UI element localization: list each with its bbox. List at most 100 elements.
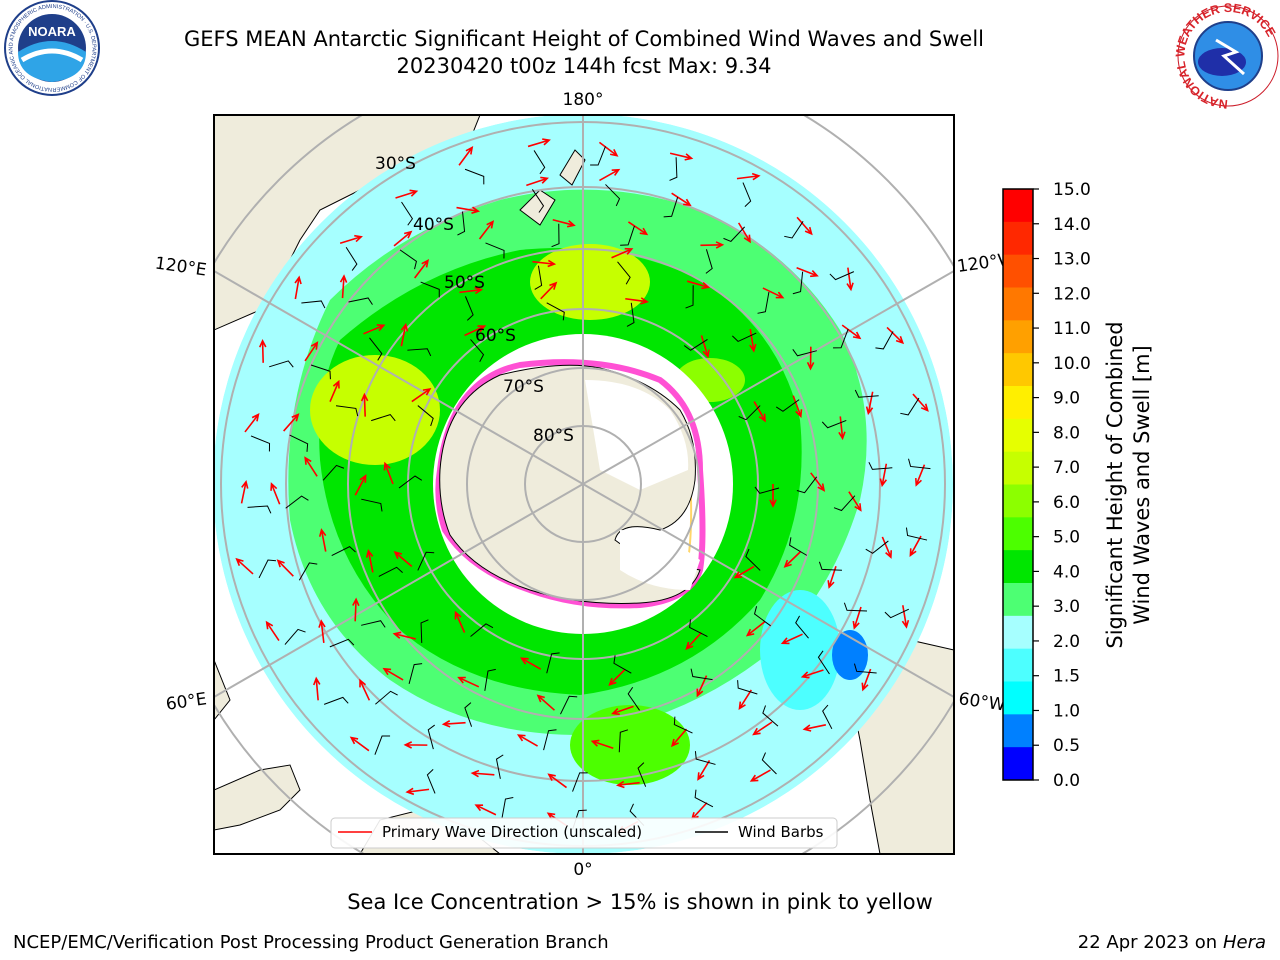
wave-direction-arrow (464, 325, 487, 337)
wind-barb (371, 414, 396, 422)
wave-direction-arrow (400, 322, 409, 347)
wave-direction-arrow (848, 491, 862, 512)
wind-barb (705, 249, 713, 274)
wind-barb (284, 628, 306, 645)
wave-direction-arrow (792, 395, 803, 418)
wave-direction-arrow (456, 206, 481, 214)
wave-direction-arrow (294, 275, 302, 300)
wave-direction-arrow (363, 324, 386, 335)
wave-direction-arrow (780, 633, 803, 645)
wind-barb (900, 397, 920, 416)
wind-barb (534, 265, 543, 290)
wave-direction-arrow (736, 172, 761, 181)
colorbar-swatch (1003, 287, 1033, 321)
wind-barb (375, 690, 398, 705)
wind-barb (247, 505, 272, 514)
footer-date-text: 22 Apr 2023 on (1077, 932, 1223, 953)
wind-barb (361, 498, 383, 512)
wind-barb (605, 184, 621, 207)
colorbar-tick-label: 5.0 (1053, 528, 1080, 548)
wind-barb (427, 724, 436, 750)
wave-direction-arrow (685, 632, 703, 651)
wave-direction-arrow (276, 559, 294, 577)
wind-barb (817, 650, 830, 675)
wind-barb (833, 328, 849, 349)
wind-barb (690, 668, 713, 681)
wind-barb (796, 476, 818, 494)
wave-direction-arrow (304, 341, 319, 362)
wind-barb (854, 389, 879, 398)
legend-wave-label: Primary Wave Direction (unscaled) (382, 823, 642, 841)
colorbar-tick-label: 7.0 (1053, 458, 1080, 478)
wind-barb (694, 751, 716, 765)
wind-barb (626, 302, 635, 327)
wind-barb (742, 182, 752, 207)
wind-barb (470, 339, 485, 362)
wind-barb (761, 752, 777, 775)
wave-direction-arrow (365, 549, 374, 573)
wind-barb (738, 405, 761, 421)
wind-barb (546, 302, 565, 321)
wave-direction-arrow (881, 536, 893, 559)
wave-direction-arrow (909, 535, 922, 557)
wave-direction-arrow (405, 787, 430, 796)
wind-barb (818, 561, 842, 571)
wind-barb (420, 281, 440, 298)
colorbar-tick-label: 13.0 (1053, 250, 1091, 270)
wave-direction-arrow (411, 387, 432, 403)
wave-direction-arrow (762, 287, 785, 299)
colorbar-tick-label: 8.0 (1053, 423, 1080, 443)
colorbar-tick-label: 9.0 (1053, 389, 1080, 409)
wave-direction-arrow (796, 216, 813, 236)
wind-barb (620, 225, 635, 246)
wave-direction-arrow (599, 168, 621, 182)
wave-direction-arrow (395, 189, 419, 199)
wind-barb (821, 419, 847, 429)
wind-barb (464, 702, 473, 727)
colorbar-tick-label: 1.0 (1053, 701, 1080, 721)
colorbar-swatch (1003, 451, 1033, 485)
chart-subtitle: 20230420 t00z 144h fcst Max: 9.34 (396, 54, 772, 78)
wave-direction-vectors (235, 138, 931, 833)
colorbar-swatch (1003, 418, 1033, 453)
wave-direction-arrow (532, 259, 557, 268)
wave-direction-arrow (392, 631, 416, 640)
wind-barb (369, 337, 383, 361)
wave-direction-arrow (520, 657, 542, 670)
map-legend: Primary Wave Direction (unscaled) Wind B… (330, 817, 838, 849)
wave-direction-arrow (403, 741, 428, 749)
wave-direction-arrow (611, 705, 634, 716)
wave-direction-arrow (686, 280, 711, 290)
lat-label-60s: 60°S (475, 326, 516, 346)
wind-barb (617, 261, 631, 285)
colorbar-label: Significant Height of Combined Wind Wave… (1103, 321, 1154, 648)
lon-label-60e: 60°E (165, 689, 208, 714)
wave-direction-arrow (752, 721, 773, 736)
wind-barb (833, 495, 856, 512)
wave-direction-arrow (800, 669, 824, 679)
wave-direction-arrow (354, 474, 367, 496)
wave-direction-arrow (329, 379, 340, 403)
wind-barb (843, 602, 868, 612)
wind-barb (792, 271, 804, 295)
noaa-logo-icon: NOARA NATIONAL OCEANIC AND ATMOSPHERIC A… (0, 0, 100, 96)
wave-direction-arrow (318, 528, 327, 552)
wave-direction-arrow (796, 266, 819, 278)
wind-barb (323, 696, 349, 705)
nws-logo-icon: NATIONAL WEATHER SERVICE (1173, 1, 1279, 111)
wind-barb (754, 486, 780, 494)
wave-direction-arrow (733, 565, 755, 579)
wind-barb (792, 349, 817, 357)
colorbar-label-line1: Significant Height of Combined (1103, 321, 1127, 648)
wave-direction-arrow (244, 413, 260, 433)
wind-barb (905, 527, 928, 541)
wave-direction-arrow (671, 192, 692, 207)
wave-direction-arrow (235, 557, 254, 575)
colorbar-swatch (1003, 648, 1033, 682)
wave-direction-arrow (339, 234, 363, 244)
wave-direction-arrow (339, 274, 348, 299)
wind-barb (348, 297, 373, 305)
colorbar-tick-label: 10.0 (1053, 354, 1091, 374)
wind-barb (331, 546, 356, 557)
